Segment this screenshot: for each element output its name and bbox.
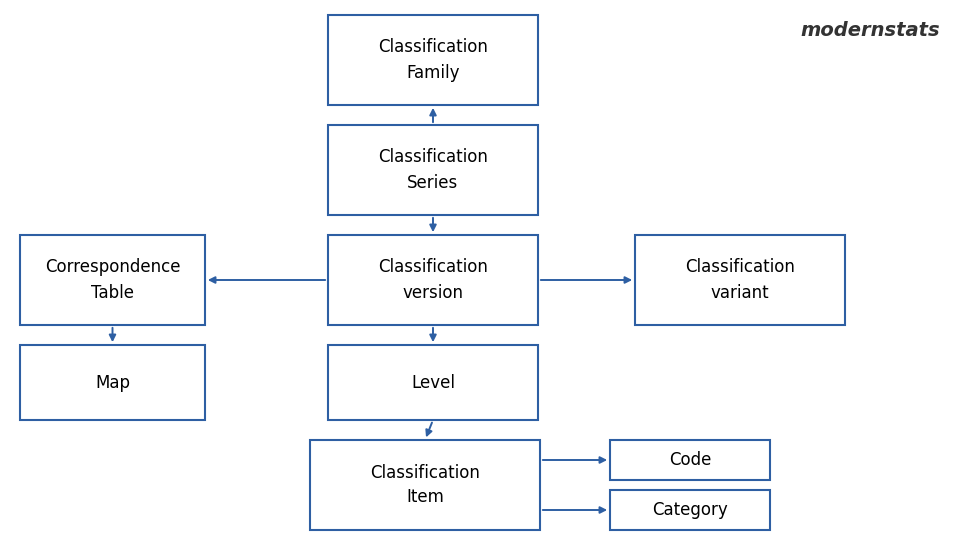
Text: Code: Code (669, 451, 711, 469)
Bar (328, 125, 538, 215)
Bar (610, 490, 770, 530)
Text: Classification
Series: Classification Series (378, 148, 488, 192)
Bar (20, 235, 205, 325)
Text: Category: Category (652, 501, 728, 519)
Bar (610, 440, 770, 480)
Text: Classification
Item: Classification Item (370, 463, 480, 507)
Text: Map: Map (95, 374, 130, 391)
Text: Classification
Family: Classification Family (378, 38, 488, 82)
Text: Level: Level (411, 374, 455, 391)
Bar (310, 440, 540, 530)
Text: Classification
version: Classification version (378, 259, 488, 301)
Text: modernstats: modernstats (801, 21, 940, 39)
Text: Classification
variant: Classification variant (685, 259, 795, 301)
Bar (635, 235, 845, 325)
Bar (328, 345, 538, 420)
Bar (20, 345, 205, 420)
Text: Correspondence
Table: Correspondence Table (45, 259, 180, 301)
Bar (328, 235, 538, 325)
Bar (328, 15, 538, 105)
